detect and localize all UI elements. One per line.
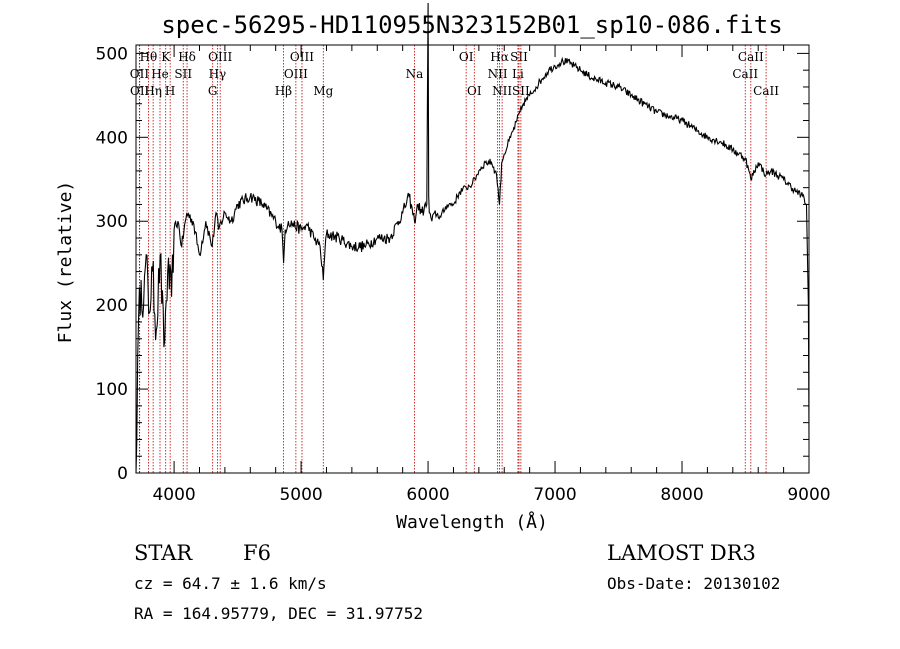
marker-label: Na: [406, 67, 424, 81]
axis-ticks: 4000 5000 6000 7000 8000 9000 0 100 200 300 400 500: [96, 44, 831, 505]
marker-label: OI: [467, 84, 482, 98]
marker-label: SII: [512, 84, 530, 98]
marker-label: OIII: [284, 67, 308, 81]
chart-title: spec-56295-HD110955N323152B01_sp10-086.f…: [161, 11, 782, 39]
marker-label: Hα: [490, 50, 509, 64]
marker-label: CaII: [732, 67, 758, 81]
marker-label: Mg: [313, 84, 333, 98]
y-tick-label: 200: [96, 296, 128, 316]
y-tick-label: 400: [96, 128, 128, 148]
marker-label: Hγ: [209, 67, 227, 81]
spectrum-series: [135, 2, 810, 474]
marker-label: CaII: [753, 84, 779, 98]
plot-frame: [135, 44, 810, 474]
emission-line-markers: Hθ OII OII K He Hη Hδ SII H OIII Hγ G OIII OIII Hβ Mg Na…: [130, 45, 779, 473]
marker-label: G: [208, 84, 218, 98]
marker-label: Hθ: [140, 50, 158, 64]
object-class: STAR: [134, 541, 193, 565]
y-tick-label: 300: [96, 212, 128, 232]
observation-date: Obs-Date: 20130102: [607, 574, 781, 593]
x-tick-label: 5000: [279, 485, 322, 505]
marker-label: SII: [510, 50, 528, 64]
marker-label: OIII: [208, 50, 232, 64]
x-tick-label: 4000: [152, 485, 195, 505]
marker-label: Hδ: [178, 50, 196, 64]
y-tick-label: 100: [96, 380, 128, 400]
x-tick-label: 8000: [660, 485, 703, 505]
marker-label: K: [161, 50, 171, 64]
survey-name: LAMOST DR3: [607, 541, 756, 565]
marker-label: OIII: [290, 50, 314, 64]
marker-label: OII: [130, 67, 150, 81]
x-tick-label: 7000: [533, 485, 576, 505]
redshift-velocity: cz = 64.7 ± 1.6 km/s: [134, 574, 327, 593]
marker-label: NII: [488, 67, 508, 81]
marker-label: H: [165, 84, 175, 98]
spectrum-line: [135, 2, 810, 474]
marker-label: OII: [130, 84, 150, 98]
coordinates: RA = 164.95779, DEC = 31.97752: [134, 604, 423, 623]
marker-label: Hβ: [275, 84, 292, 98]
marker-label: OI: [459, 50, 474, 64]
marker-label: SII: [174, 67, 192, 81]
marker-label: NII: [492, 84, 512, 98]
y-tick-label: 500: [96, 44, 128, 64]
marker-label: Li: [512, 67, 524, 81]
y-tick-label: 0: [117, 464, 128, 484]
x-tick-label: 9000: [787, 485, 830, 505]
marker-label: Hη: [144, 84, 162, 98]
x-tick-label: 6000: [406, 485, 449, 505]
x-axis-label: Wavelength (Å): [396, 511, 548, 533]
marker-label: He: [151, 67, 169, 81]
marker-label: CaII: [738, 50, 764, 64]
spectral-subclass: F6: [243, 541, 271, 565]
y-axis-label: Flux (relative): [55, 181, 76, 344]
